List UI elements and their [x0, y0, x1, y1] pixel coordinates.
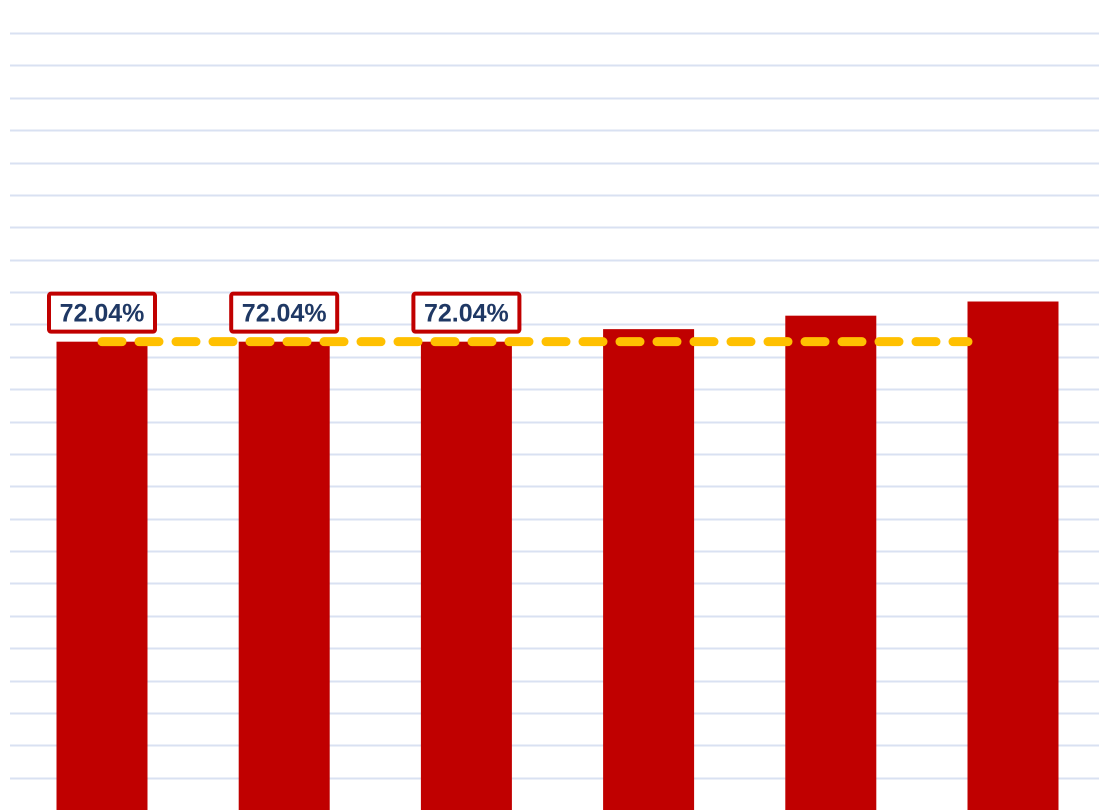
bars [56, 301, 1059, 810]
data-label-text: 72.04% [60, 300, 145, 328]
data-label-box [229, 291, 340, 334]
data-label-text: 72.04% [424, 300, 509, 328]
data-label: 72.04% [411, 291, 522, 334]
bar [603, 329, 695, 810]
bar [420, 341, 512, 810]
data-label-box [411, 291, 522, 334]
gridlines [10, 32, 1099, 780]
data-label: 72.04% [229, 291, 340, 334]
bar [238, 341, 330, 810]
bar [967, 301, 1059, 810]
data-label-box [47, 291, 157, 334]
data-label: 72.04% [47, 291, 157, 334]
data-labels: 72.04% 72.04% 72.04% [47, 291, 522, 334]
data-label-text: 72.04% [242, 300, 327, 328]
bar [56, 341, 148, 810]
bar [785, 315, 877, 810]
